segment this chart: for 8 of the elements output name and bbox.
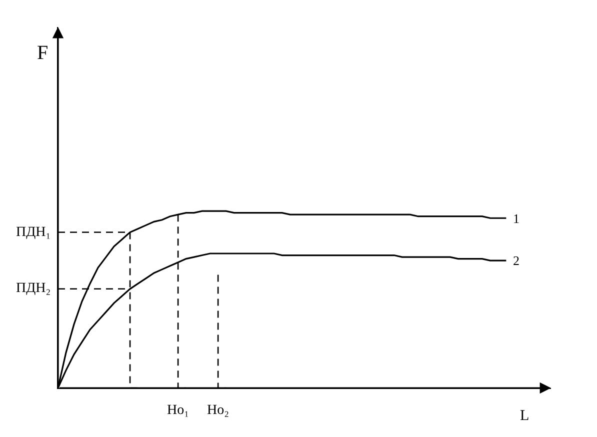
x-tick-label: Но₁ <box>167 403 190 418</box>
series-label: 1 <box>513 211 520 226</box>
series-label: 2 <box>513 253 520 268</box>
series-label: ПДН₁ <box>16 225 51 240</box>
x-tick-label: Но₂ <box>207 403 230 418</box>
text: F <box>37 42 48 64</box>
x-axis-title: L <box>520 408 530 424</box>
series-label: ПДН₂ <box>16 281 51 296</box>
